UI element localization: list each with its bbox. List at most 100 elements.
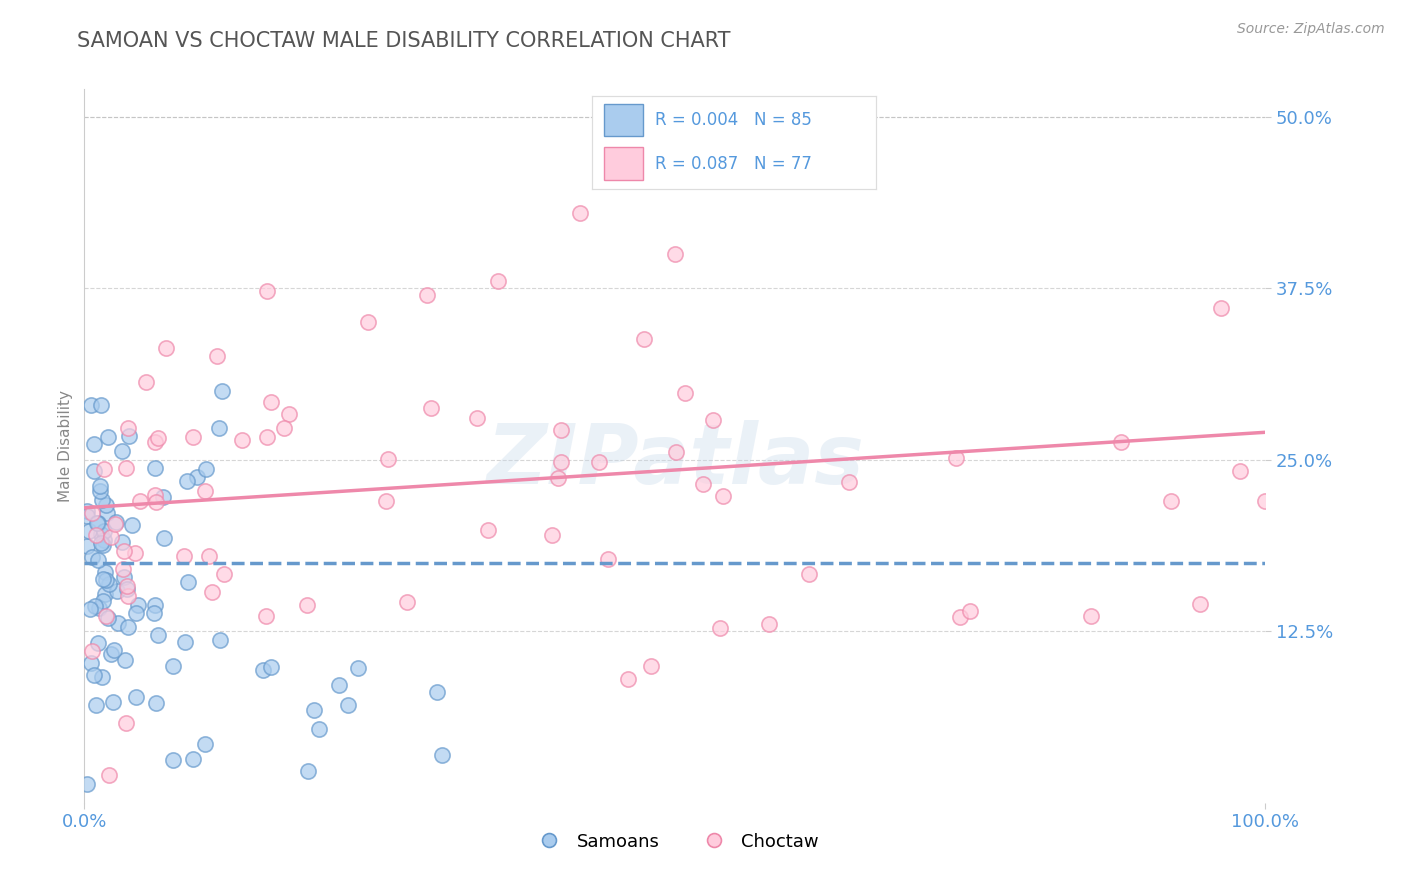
Point [112,570,135,584]
Point [260,394,283,409]
Point [87,516,110,530]
Point [547,471,569,485]
Point [208,421,231,435]
Point [93,533,115,547]
Point [231,434,253,448]
Point [959,604,981,618]
Point [709,621,731,635]
Point [117,620,139,634]
Point [100,530,122,544]
Point [80,656,103,670]
Point [89,479,111,493]
Point [135,375,157,389]
Point [209,632,232,647]
Point [124,546,146,560]
Point [396,595,419,609]
Point [100,647,122,661]
Point [616,673,638,687]
Point [82,644,104,658]
Point [152,490,174,504]
Point [89,484,111,499]
Point [550,423,572,437]
Point [114,653,136,667]
Point [125,606,148,620]
Point [83,437,105,451]
Point [328,678,350,692]
Point [194,737,217,751]
Point [173,549,195,563]
Point [96,499,118,513]
Point [177,574,200,589]
Point [799,567,821,582]
Point [665,445,688,459]
Point [465,411,488,425]
Point [419,401,441,416]
Point [145,495,167,509]
Point [162,753,184,767]
Point [143,434,166,449]
Point [125,690,148,705]
Point [949,610,972,624]
Point [96,573,118,587]
Point [91,670,114,684]
Point [1254,494,1277,508]
Point [80,398,103,412]
Point [260,660,283,674]
Point [256,284,278,298]
Y-axis label: Male Disability: Male Disability [58,390,73,502]
Point [127,599,149,613]
Point [176,474,198,488]
Point [117,589,139,603]
Point [87,636,110,650]
Point [146,628,169,642]
Point [93,462,115,476]
Point [640,658,662,673]
Point [115,579,138,593]
Point [83,464,105,478]
Point [112,561,135,575]
Point [94,566,117,580]
Point [97,768,120,782]
Point [96,506,118,520]
Point [80,506,103,520]
Point [105,584,128,599]
Point [146,431,169,445]
Legend: Samoans, Choctaw: Samoans, Choctaw [524,826,825,858]
Point [692,477,714,491]
Point [91,538,114,552]
Point [143,598,166,612]
Point [633,332,655,346]
Point [143,460,166,475]
Point [254,608,277,623]
Point [76,509,98,524]
Point [198,549,221,563]
Point [76,504,98,518]
Point [76,777,98,791]
Point [295,599,318,613]
Point [1109,435,1132,450]
Point [94,586,117,600]
Point [83,668,105,682]
Point [252,664,274,678]
Point [569,205,592,219]
Point [155,341,177,355]
Point [103,694,125,708]
Point [111,534,134,549]
Point [302,703,325,717]
Point [128,494,150,508]
Point [540,528,562,542]
Point [194,484,217,499]
Point [207,349,229,363]
Point [201,584,224,599]
Point [104,516,127,530]
Point [1160,494,1182,508]
Point [91,594,114,608]
Point [87,600,110,615]
Point [195,462,218,476]
Point [93,524,115,539]
Point [84,599,107,614]
Point [486,274,509,288]
Point [416,288,439,302]
Point [94,608,117,623]
Point [111,444,134,458]
